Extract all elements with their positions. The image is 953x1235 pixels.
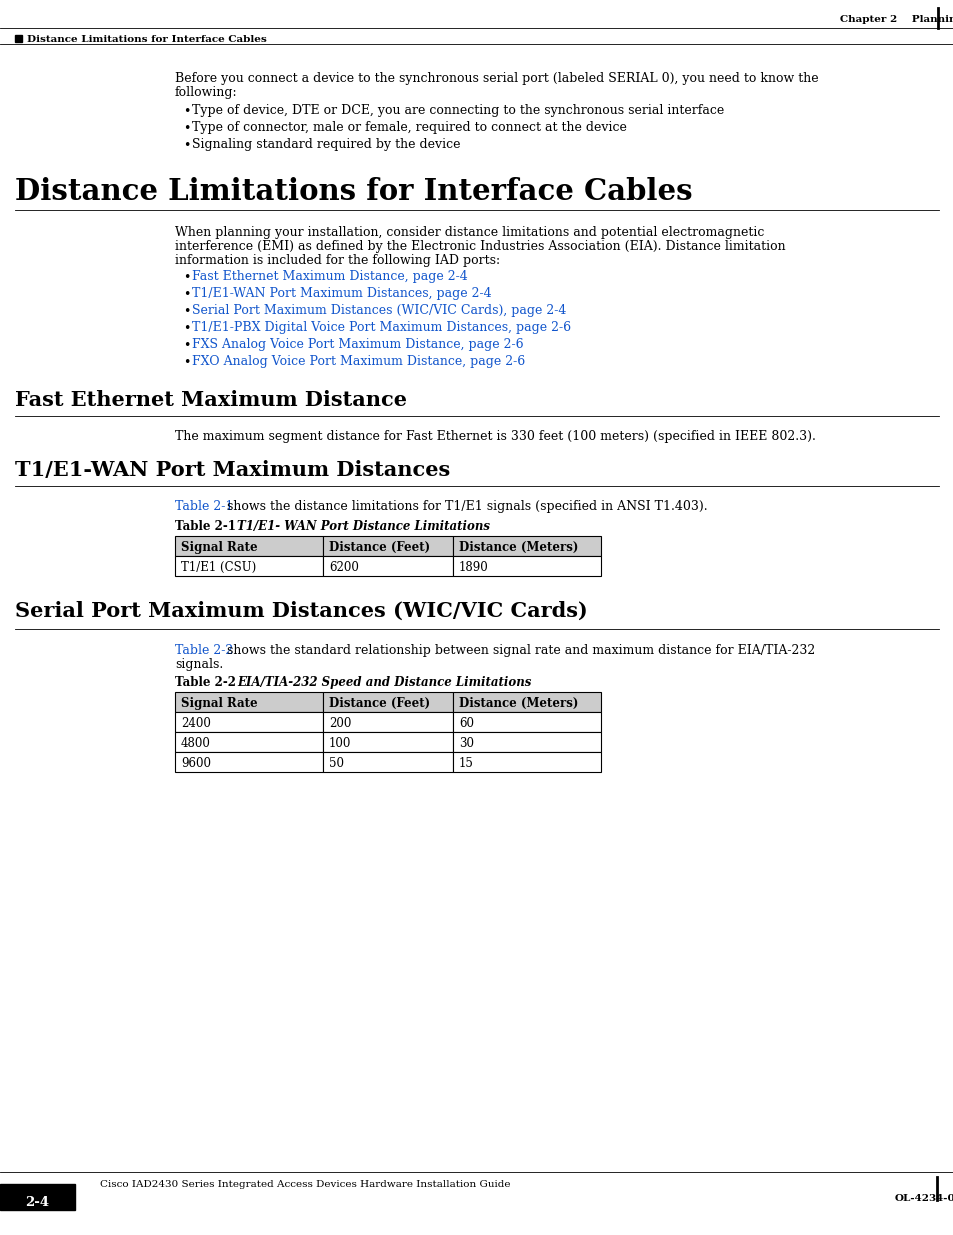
Text: 200: 200 [329, 718, 351, 730]
Bar [0, 1184, 75, 1210]
Text: •: • [183, 338, 191, 352]
Bar [453, 713, 600, 732]
Text: Distance Limitations for Interface Cables: Distance Limitations for Interface Cable… [15, 177, 692, 206]
Text: T1/E1-WAN Port Maximum Distances: T1/E1-WAN Port Maximum Distances [15, 459, 450, 480]
Text: 4800: 4800 [181, 737, 211, 750]
Text: Distance (Feet): Distance (Feet) [329, 541, 430, 555]
Text: Fast Ethernet Maximum Distance: Fast Ethernet Maximum Distance [15, 390, 407, 410]
Bar [174, 556, 323, 576]
Bar [174, 713, 323, 732]
Text: Table 2-1: Table 2-1 [174, 500, 233, 513]
Bar [453, 536, 600, 556]
Text: When planning your installation, consider distance limitations and potential ele: When planning your installation, conside… [174, 226, 763, 240]
Bar [323, 692, 453, 713]
Text: Serial Port Maximum Distances (WIC/VIC Cards), page 2-4: Serial Port Maximum Distances (WIC/VIC C… [192, 304, 566, 317]
Text: Distance (Meters): Distance (Meters) [458, 697, 578, 710]
Text: T1/E1 (CSU): T1/E1 (CSU) [181, 561, 256, 574]
Bar [453, 752, 600, 772]
Text: T1/E1- WAN Port Distance Limitations: T1/E1- WAN Port Distance Limitations [236, 520, 490, 534]
Bar [174, 752, 323, 772]
Text: 100: 100 [329, 737, 351, 750]
Text: following:: following: [174, 86, 237, 99]
Text: Signal Rate: Signal Rate [181, 697, 257, 710]
Text: information is included for the following IAD ports:: information is included for the followin… [174, 254, 499, 267]
Text: •: • [183, 122, 191, 135]
Text: •: • [183, 322, 191, 335]
Text: 60: 60 [458, 718, 474, 730]
Text: Distance (Meters): Distance (Meters) [458, 541, 578, 555]
Bar [323, 536, 453, 556]
Bar [453, 556, 600, 576]
Bar [323, 713, 453, 732]
Text: •: • [183, 105, 191, 119]
Text: FXS Analog Voice Port Maximum Distance, page 2-6: FXS Analog Voice Port Maximum Distance, … [192, 338, 523, 351]
Text: Table 2-1: Table 2-1 [174, 520, 235, 534]
Text: 1890: 1890 [458, 561, 488, 574]
Text: 2400: 2400 [181, 718, 211, 730]
Text: 2-4: 2-4 [25, 1195, 49, 1209]
Text: T1/E1-WAN Port Maximum Distances, page 2-4: T1/E1-WAN Port Maximum Distances, page 2… [192, 287, 491, 300]
Text: interference (EMI) as defined by the Electronic Industries Association (EIA). Di: interference (EMI) as defined by the Ele… [174, 240, 785, 253]
Text: Distance (Feet): Distance (Feet) [329, 697, 430, 710]
Text: 30: 30 [458, 737, 474, 750]
Text: shows the distance limitations for T1/E1 signals (specified in ANSI T1.403).: shows the distance limitations for T1/E1… [223, 500, 707, 513]
Text: FXO Analog Voice Port Maximum Distance, page 2-6: FXO Analog Voice Port Maximum Distance, … [192, 354, 525, 368]
Text: Fast Ethernet Maximum Distance, page 2-4: Fast Ethernet Maximum Distance, page 2-4 [192, 270, 467, 283]
Bar [323, 732, 453, 752]
Text: T1/E1-PBX Digital Voice Port Maximum Distances, page 2-6: T1/E1-PBX Digital Voice Port Maximum Dis… [192, 321, 571, 333]
Text: 6200: 6200 [329, 561, 358, 574]
Text: OL-4234-06: OL-4234-06 [894, 1194, 953, 1203]
Text: 9600: 9600 [181, 757, 211, 769]
Bar [174, 692, 323, 713]
Bar [453, 692, 600, 713]
Text: The maximum segment distance for Fast Ethernet is 330 feet (100 meters) (specifi: The maximum segment distance for Fast Et… [174, 430, 815, 443]
Bar [323, 556, 453, 576]
Text: shows the standard relationship between signal rate and maximum distance for EIA: shows the standard relationship between … [223, 643, 815, 657]
Text: Signaling standard required by the device: Signaling standard required by the devic… [192, 138, 460, 151]
Bar [174, 536, 323, 556]
Bar [323, 752, 453, 772]
Text: signals.: signals. [174, 658, 223, 671]
Text: EIA/TIA-232 Speed and Distance Limitations: EIA/TIA-232 Speed and Distance Limitatio… [236, 676, 531, 689]
Text: •: • [183, 356, 191, 369]
Text: 50: 50 [329, 757, 344, 769]
Bar [174, 732, 323, 752]
Bar [453, 732, 600, 752]
Text: Type of device, DTE or DCE, you are connecting to the synchronous serial interfa: Type of device, DTE or DCE, you are conn… [192, 104, 723, 117]
Text: Serial Port Maximum Distances (WIC/VIC Cards): Serial Port Maximum Distances (WIC/VIC C… [15, 601, 587, 621]
Text: •: • [183, 305, 191, 317]
Text: Signal Rate: Signal Rate [181, 541, 257, 555]
Text: Before you connect a device to the synchronous serial port (labeled SERIAL 0), y: Before you connect a device to the synch… [174, 72, 818, 85]
Text: •: • [183, 140, 191, 152]
Text: Table 2-2: Table 2-2 [174, 643, 233, 657]
Text: Chapter 2    Planning Your Installation: Chapter 2 Planning Your Installation [840, 15, 953, 23]
Bar [15, 35, 22, 42]
Text: •: • [183, 270, 191, 284]
Text: Distance Limitations for Interface Cables: Distance Limitations for Interface Cable… [27, 35, 267, 44]
Text: Cisco IAD2430 Series Integrated Access Devices Hardware Installation Guide: Cisco IAD2430 Series Integrated Access D… [100, 1179, 510, 1189]
Text: 15: 15 [458, 757, 474, 769]
Text: Type of connector, male or female, required to connect at the device: Type of connector, male or female, requi… [192, 121, 626, 135]
Text: Table 2-2: Table 2-2 [174, 676, 235, 689]
Text: •: • [183, 288, 191, 301]
